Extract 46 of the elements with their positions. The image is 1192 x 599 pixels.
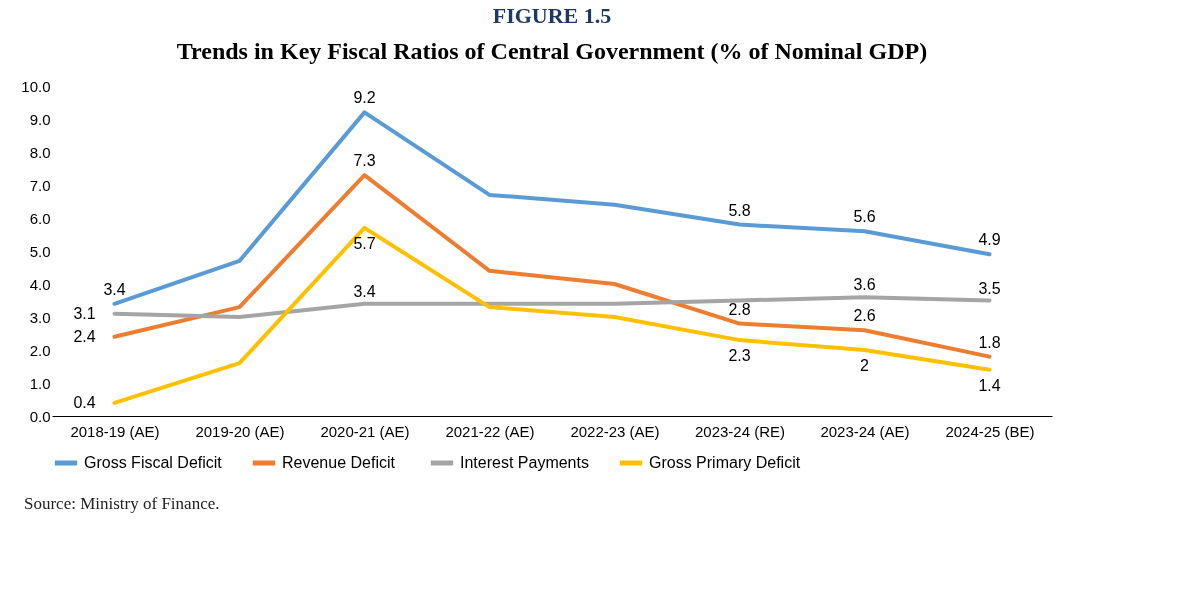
x-tick-label: 2023-24 (AE) (820, 422, 910, 440)
y-tick-label: 10.0 (21, 77, 51, 95)
legend-label: Gross Primary Deficit (649, 454, 801, 471)
x-tick-label: 2022-23 (AE) (570, 422, 660, 440)
data-label: 2.3 (728, 347, 751, 365)
y-tick-label: 2.0 (29, 341, 51, 359)
x-tick-label: 2018-19 (AE) (70, 422, 160, 440)
data-label: 5.8 (728, 201, 751, 219)
data-label: 5.6 (853, 208, 876, 226)
y-tick-label: 0.0 (29, 407, 51, 425)
y-tick-label: 6.0 (29, 209, 51, 227)
y-tick-label: 5.0 (29, 242, 51, 260)
y-tick-label: 7.0 (29, 176, 51, 194)
x-tick-label: 2019-20 (AE) (195, 422, 285, 440)
y-tick-label: 1.0 (29, 374, 51, 392)
x-tick-label: 2021-22 (AE) (445, 422, 535, 440)
legend-label: Gross Fiscal Deficit (84, 454, 223, 471)
y-tick-label: 9.0 (29, 110, 51, 128)
data-label: 3.4 (103, 280, 126, 298)
y-tick-label: 8.0 (29, 143, 51, 161)
y-tick-label: 4.0 (29, 275, 51, 293)
x-tick-label: 2024-25 (BE) (945, 422, 1035, 440)
data-label: 3.5 (978, 279, 1001, 297)
line-series (112, 295, 992, 319)
data-label: 1.4 (978, 376, 1001, 394)
data-label: 2.8 (728, 300, 751, 318)
data-label: 9.2 (353, 89, 376, 107)
data-label: 4.9 (978, 231, 1001, 249)
data-label: 5.7 (353, 234, 376, 252)
data-label: 2.6 (853, 307, 876, 325)
chart-title: FIGURE 1.5 (492, 3, 612, 28)
y-tick-label: 3.0 (29, 308, 51, 326)
data-label: 2.4 (73, 327, 96, 345)
data-label: 3.1 (73, 304, 96, 322)
data-label: 3.4 (353, 282, 376, 300)
data-label: 1.8 (978, 333, 1001, 351)
x-tick-label: 2020-21 (AE) (320, 422, 410, 440)
data-label: 7.3 (353, 152, 376, 170)
chart-subtitle: Trends in Key Fiscal Ratios of Central Government (% of Nominal GDP) (176, 38, 928, 64)
legend-label: Revenue Deficit (282, 454, 396, 471)
legend-label: Interest Payments (460, 454, 589, 471)
data-label: 3.6 (853, 276, 876, 294)
x-tick-label: 2023-24 (RE) (694, 422, 786, 440)
data-label: 0.4 (73, 393, 96, 411)
source-note: Source: Ministry of Finance. (24, 494, 221, 514)
data-label: 2 (860, 357, 870, 374)
